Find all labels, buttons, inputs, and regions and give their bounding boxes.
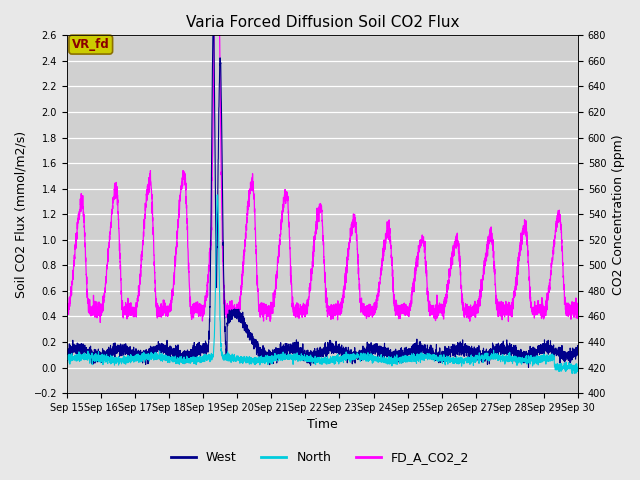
Legend: West, North, FD_A_CO2_2: West, North, FD_A_CO2_2 (166, 446, 474, 469)
Title: Varia Forced Diffusion Soil CO2 Flux: Varia Forced Diffusion Soil CO2 Flux (186, 15, 459, 30)
Text: VR_fd: VR_fd (72, 38, 109, 51)
Y-axis label: Soil CO2 Flux (mmol/m2/s): Soil CO2 Flux (mmol/m2/s) (15, 131, 28, 298)
Y-axis label: CO2 Concentration (ppm): CO2 Concentration (ppm) (612, 134, 625, 295)
X-axis label: Time: Time (307, 419, 338, 432)
